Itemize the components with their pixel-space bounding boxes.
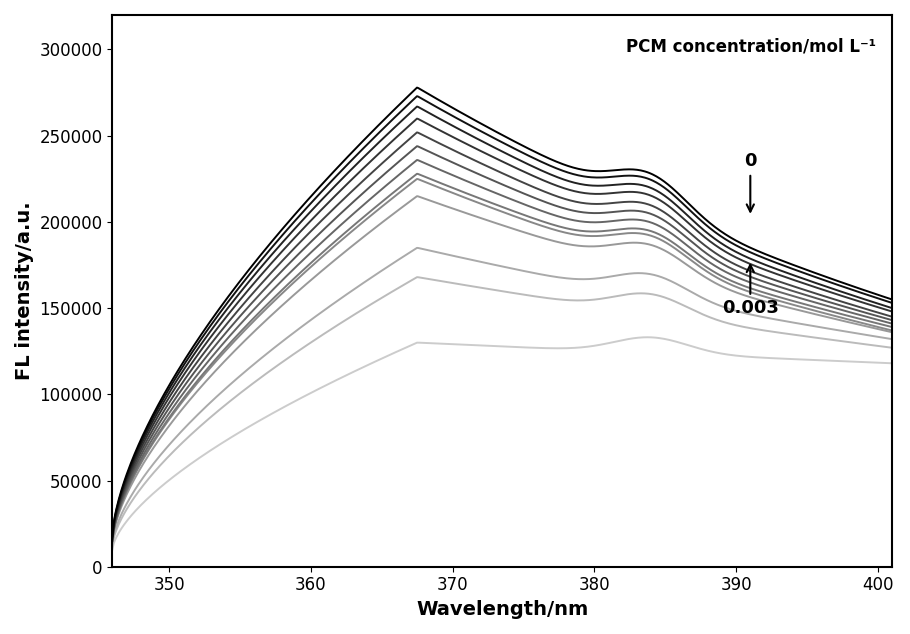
Text: 0: 0 [744,152,756,212]
Text: 0.003: 0.003 [722,265,779,318]
Text: PCM concentration/mol L⁻¹: PCM concentration/mol L⁻¹ [626,37,876,55]
X-axis label: Wavelength/nm: Wavelength/nm [416,600,589,619]
Y-axis label: FL intensity/a.u.: FL intensity/a.u. [15,202,34,380]
